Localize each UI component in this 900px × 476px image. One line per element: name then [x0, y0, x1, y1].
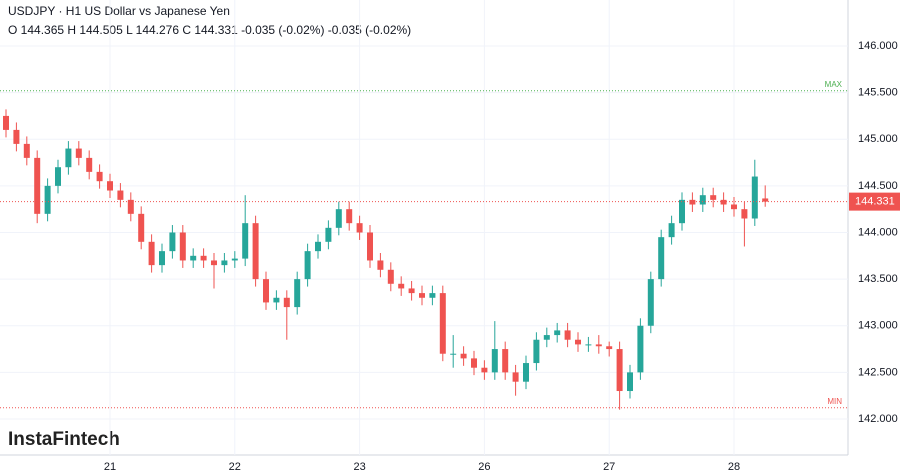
current-price-label: 144.331	[855, 196, 895, 208]
y-tick-label: 142.000	[858, 413, 898, 425]
candle-body	[637, 325, 644, 373]
candle-body	[627, 372, 633, 392]
candle-body	[575, 339, 581, 345]
candle-body	[13, 129, 20, 144]
candle-body	[450, 353, 457, 355]
candle-body	[367, 232, 373, 261]
candle-body	[491, 349, 498, 373]
candle-body	[96, 171, 103, 182]
candle-body	[169, 232, 176, 252]
min-line-label: MIN	[827, 397, 842, 406]
candle-body	[127, 199, 134, 214]
candle-body	[512, 372, 519, 382]
candle-body	[107, 181, 113, 191]
candle-body	[533, 339, 540, 364]
candle-body	[741, 209, 748, 219]
candle-body	[616, 349, 623, 392]
candle-body	[699, 195, 706, 205]
candle-body	[263, 279, 269, 303]
candle-body	[481, 367, 488, 373]
candle-body	[86, 157, 93, 172]
candle-body	[3, 115, 9, 130]
candle-body	[23, 143, 30, 158]
candle-body	[429, 293, 436, 298]
candle-body	[731, 204, 737, 210]
candle-body	[647, 279, 654, 326]
candle-body	[55, 167, 61, 186]
x-tick-label: 27	[603, 461, 615, 473]
candle-body	[159, 251, 165, 266]
candle-body	[564, 330, 571, 340]
candle-body	[554, 330, 561, 336]
candle-body	[283, 297, 290, 308]
candle-body	[242, 223, 249, 259]
candle-body	[606, 346, 613, 350]
candle-body	[325, 227, 332, 242]
candle-body	[221, 260, 228, 266]
x-tick-label: 21	[104, 461, 116, 473]
x-tick-label: 22	[229, 461, 241, 473]
candle-body	[762, 198, 769, 202]
candle-body	[231, 258, 238, 261]
candle-body	[335, 209, 342, 228]
candle-body	[179, 232, 186, 261]
candle-body	[658, 237, 665, 280]
watermark: InstaFintech	[8, 429, 120, 450]
candle-body	[460, 353, 467, 359]
candle-body	[148, 241, 155, 266]
y-tick-label: 145.000	[858, 133, 898, 145]
candle-body	[65, 148, 72, 168]
y-tick-label: 143.500	[858, 273, 898, 285]
ohlc-readout: O 144.365 H 144.505 L 144.276 C 144.331 …	[8, 23, 411, 37]
y-tick-label: 144.000	[858, 226, 898, 238]
candle-body	[419, 293, 425, 298]
y-tick-label: 142.500	[858, 366, 898, 378]
x-tick-label: 23	[353, 461, 365, 473]
candle-body	[471, 358, 477, 368]
y-tick-label: 143.000	[858, 320, 898, 332]
x-tick-label: 28	[728, 461, 740, 473]
candle-body	[679, 199, 685, 224]
candle-body	[689, 199, 696, 205]
candle-body	[377, 260, 384, 270]
candle-body	[595, 344, 602, 347]
candle-body	[356, 223, 363, 233]
candle-body	[117, 190, 124, 200]
chart-title: USDJPY · H1 US Dollar vs Japanese Yen	[8, 4, 230, 18]
candle-body	[200, 255, 207, 261]
candle-body	[408, 288, 415, 294]
candle-body	[502, 349, 509, 373]
candle-body	[710, 195, 717, 200]
candle-body	[387, 269, 394, 284]
y-tick-label: 144.500	[858, 180, 898, 192]
candle-body	[273, 297, 280, 303]
current-price-badge	[849, 192, 900, 211]
y-tick-label: 146.000	[858, 40, 898, 52]
candle-body	[543, 335, 550, 340]
y-tick-label: 145.500	[858, 87, 898, 99]
candle-body	[751, 176, 758, 219]
candle-body	[252, 223, 259, 280]
candle-body	[585, 344, 592, 346]
candle-body	[439, 293, 446, 354]
candle-body	[668, 223, 675, 238]
max-line-label: MAX	[825, 80, 843, 89]
candle-body	[315, 241, 321, 252]
candle-body	[346, 209, 353, 224]
candle-body	[44, 185, 51, 214]
candle-body	[138, 213, 145, 242]
x-tick-label: 26	[478, 461, 490, 473]
candle-body	[75, 148, 82, 158]
candle-body	[34, 157, 41, 214]
candle-body	[523, 363, 529, 382]
candle-body	[720, 199, 727, 205]
candle-body	[398, 283, 405, 289]
candle-body	[211, 260, 217, 266]
candle-body	[294, 279, 301, 308]
candle-body	[190, 255, 197, 261]
candle-body	[304, 251, 311, 280]
